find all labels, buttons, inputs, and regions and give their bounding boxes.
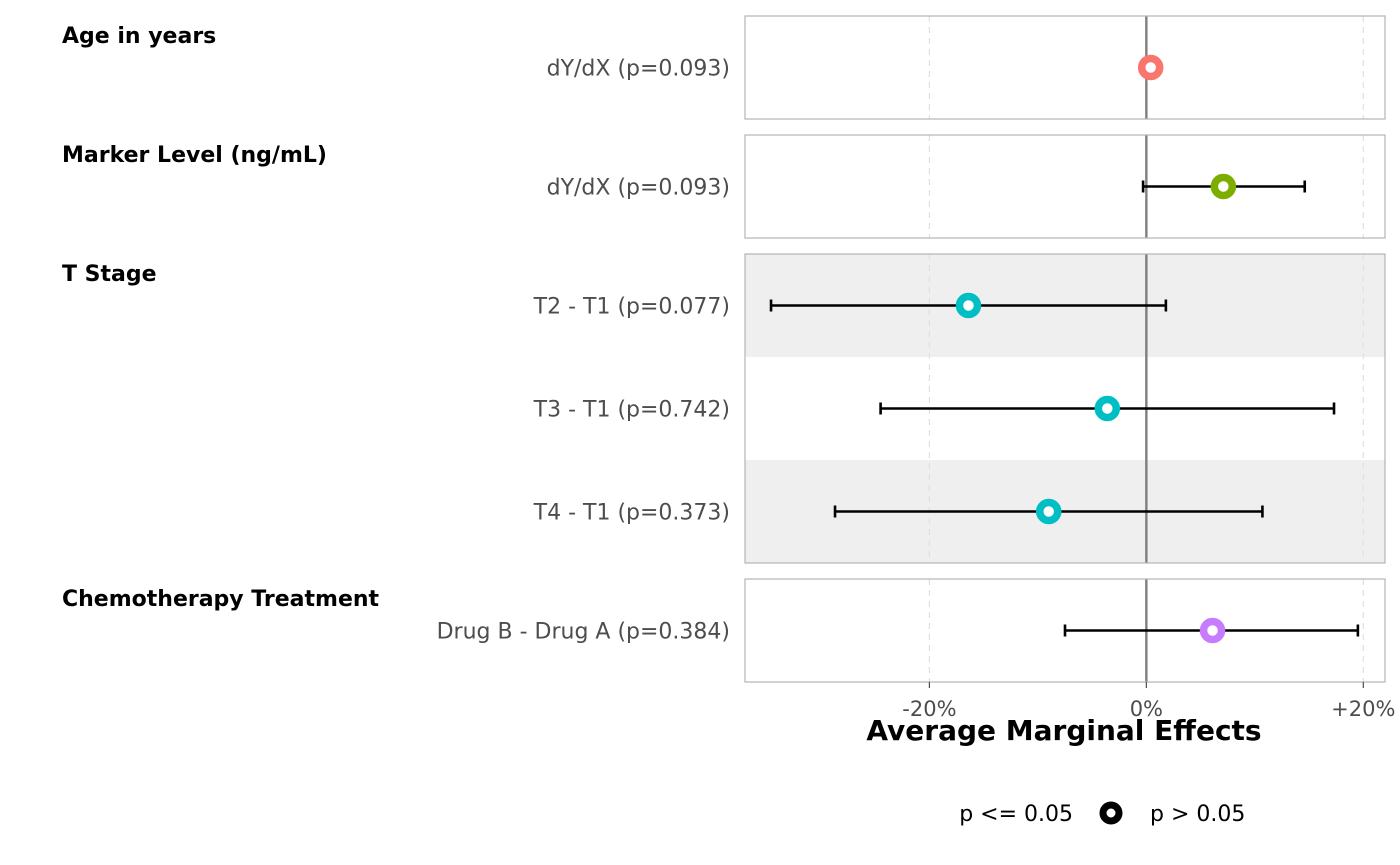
x-axis-title: Average Marginal Effects	[866, 714, 1261, 747]
x-tick-label: +20%	[1331, 697, 1395, 721]
legend-label: p > 0.05	[1150, 802, 1245, 827]
panel-border	[744, 253, 1386, 564]
group-label: Chemotherapy Treatment	[62, 587, 380, 612]
legend-label: p <= 0.05	[959, 802, 1073, 827]
facet-panel	[744, 134, 1386, 239]
row-labels: dY/dX (p=0.093) dY/dX (p=0.093) T2 - T1 (p…	[437, 57, 730, 645]
x-tick-label: -20%	[902, 697, 956, 721]
facet-panels	[744, 15, 1386, 683]
panel-border	[744, 15, 1386, 120]
row-label: T4 - T1 (p=0.373)	[533, 501, 730, 526]
panel-border	[744, 134, 1386, 239]
x-tick-label: 0%	[1130, 697, 1163, 721]
row-label: dY/dX (p=0.093)	[547, 57, 730, 82]
panel-border	[744, 578, 1386, 683]
estimate-point	[1035, 498, 1062, 525]
estimate-point	[1137, 54, 1164, 81]
estimate-point	[955, 292, 982, 319]
estimate-point	[1210, 173, 1237, 200]
group-label: Marker Level (ng/mL)	[62, 143, 327, 168]
facet-panel	[744, 15, 1386, 120]
row-label: T3 - T1 (p=0.742)	[533, 398, 730, 423]
facet-panel	[744, 253, 1386, 564]
row-label: Drug B - Drug A (p=0.384)	[437, 620, 730, 645]
x-axis: -20% 0% +20%	[902, 682, 1395, 721]
row-label: T2 - T1 (p=0.077)	[533, 295, 730, 320]
legend: p <= 0.05 p > 0.05	[959, 801, 1245, 827]
legend-marker	[1099, 801, 1123, 825]
facet-panel	[744, 578, 1386, 683]
estimate-point	[1094, 395, 1121, 422]
group-labels: Age in years Marker Level (ng/mL) T Stage C…	[62, 24, 380, 612]
estimate-point	[1199, 617, 1226, 644]
group-label: Age in years	[62, 24, 216, 49]
row-label: dY/dX (p=0.093)	[547, 176, 730, 201]
group-label: T Stage	[62, 262, 157, 287]
